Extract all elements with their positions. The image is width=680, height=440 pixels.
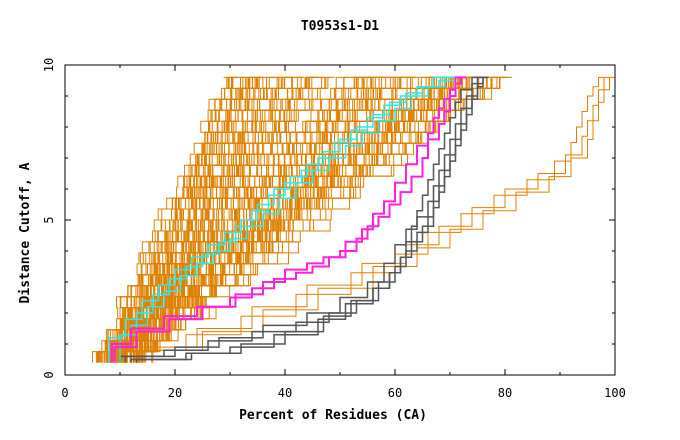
x-tick-label: 80	[498, 386, 512, 400]
series-outlier-orange-3	[141, 76, 615, 363]
series-group-cyan-3	[119, 76, 450, 363]
series-outlier-orange-1	[130, 76, 604, 363]
y-tick-label: 10	[42, 58, 56, 72]
y-tick-label: 5	[42, 216, 56, 223]
x-axis-label: Percent of Residues (CA)	[239, 408, 427, 423]
orange-curve	[100, 76, 357, 363]
series-outlier-orange-2	[136, 76, 610, 363]
series-group-gray-4	[135, 76, 489, 363]
plot-curves	[92, 76, 615, 363]
y-tick-label: 0	[42, 371, 56, 378]
x-tick-label: 0	[61, 386, 68, 400]
x-tick-label: 40	[278, 386, 292, 400]
x-tick-label: 20	[168, 386, 182, 400]
orange-curve	[121, 76, 487, 363]
orange-curve-bundle	[92, 76, 513, 363]
series-highlight-magenta-2	[113, 76, 461, 363]
y-axis-label: Distance Cutoff, A	[18, 162, 33, 303]
y-ticks: 0 5 10	[42, 58, 615, 379]
series-group-cyan-2	[113, 76, 461, 363]
chart-title: T0953s1-D1	[301, 19, 379, 34]
orange-curve	[120, 76, 374, 363]
x-ticks: 0 20 40 60 80 100	[61, 65, 626, 400]
series-group-gray-2	[124, 76, 483, 363]
x-tick-label: 100	[604, 386, 626, 400]
x-tick-label: 60	[388, 386, 402, 400]
